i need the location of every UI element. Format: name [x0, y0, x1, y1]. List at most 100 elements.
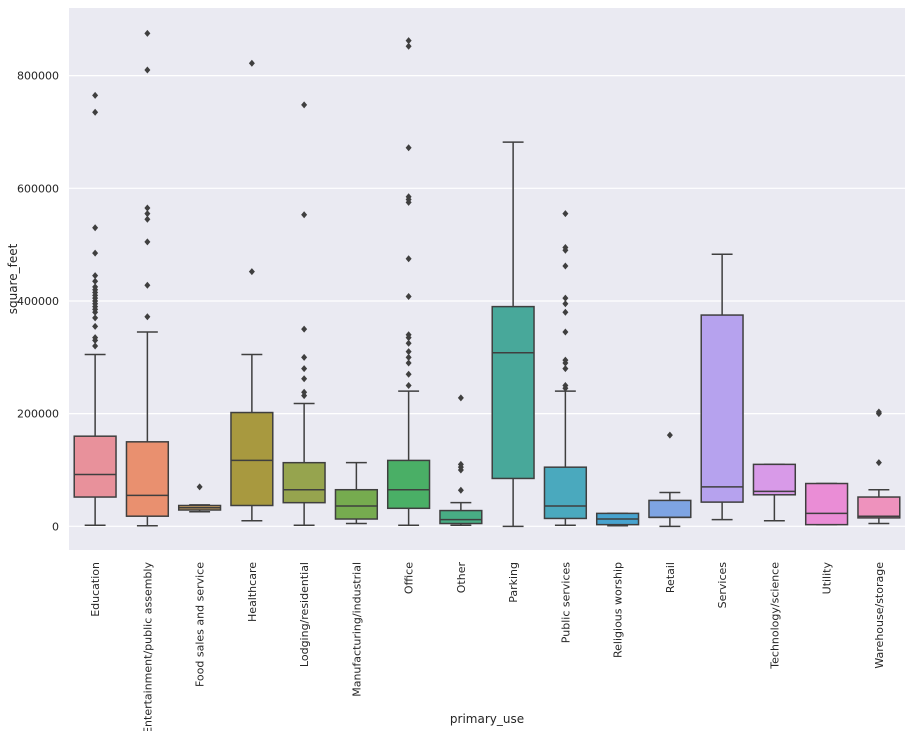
x-tick-label: Services: [716, 562, 729, 609]
x-tick-label: Healthcare: [246, 562, 259, 622]
outlier-point: [405, 381, 412, 389]
outlier-point: [301, 353, 308, 361]
outlier-point: [562, 328, 569, 336]
box-retail: [648, 431, 692, 528]
outlier-point: [405, 42, 412, 50]
box-entertainment-public-assembly: [125, 29, 170, 527]
y-axis-ticks: 0 200000 400000 600000 800000: [17, 70, 59, 534]
outlier-point: [562, 300, 569, 308]
x-tick-label: Retail: [664, 562, 677, 593]
outlier-point: [248, 59, 255, 67]
x-tick-label: Education: [89, 562, 102, 617]
y-tick-label: 400000: [17, 295, 59, 308]
outlier-point: [457, 394, 464, 402]
outlier-point: [562, 243, 569, 251]
x-tick-label: Office: [403, 562, 416, 594]
outlier-point: [666, 431, 673, 439]
y-gridlines: [69, 75, 905, 527]
outlier-point: [144, 29, 151, 37]
box-series: [73, 29, 901, 528]
outlier-point: [875, 408, 882, 416]
outlier-point: [562, 210, 569, 218]
box-education: [73, 91, 117, 526]
y-tick-label: 600000: [17, 182, 59, 195]
outlier-point: [562, 308, 569, 316]
outlier-point: [405, 193, 412, 201]
outlier-point: [92, 334, 99, 342]
box-lodging-residential: [282, 101, 326, 526]
outlier-point: [196, 483, 203, 491]
outlier-point: [405, 370, 412, 378]
box-services: [700, 253, 744, 521]
outlier-point: [92, 91, 99, 99]
box-body: [752, 463, 797, 496]
box-body: [282, 461, 326, 504]
outlier-point: [457, 460, 464, 468]
outlier-point: [144, 215, 151, 223]
outlier-point: [144, 210, 151, 218]
x-tick-label: Warehouse/storage: [873, 562, 886, 669]
outlier-point: [92, 283, 99, 291]
plot-area: [69, 8, 905, 550]
y-axis-label: square_feet: [6, 243, 20, 314]
outlier-point: [301, 101, 308, 109]
outlier-point: [457, 486, 464, 494]
outlier-point: [301, 325, 308, 333]
outlier-point: [405, 292, 412, 300]
box-body: [334, 488, 379, 520]
x-tick-label: Manufacturing/industrial: [350, 562, 363, 697]
box-body: [543, 466, 588, 520]
outlier-point: [301, 211, 308, 219]
x-tick-label: Technology/science: [768, 562, 781, 670]
outlier-point: [92, 322, 99, 330]
x-tick-label: Lodging/residential: [298, 562, 311, 667]
box-technology-science: [752, 463, 797, 522]
box-warehouse-storage: [857, 408, 901, 525]
x-tick-label: Utility: [821, 562, 834, 595]
x-tick-label: Religious worship: [612, 562, 625, 658]
outlier-point: [144, 66, 151, 74]
box-body: [439, 509, 483, 525]
box-body: [230, 411, 274, 507]
box-body: [491, 305, 535, 480]
x-tick-label: Public services: [559, 562, 572, 643]
y-tick-label: 200000: [17, 408, 59, 421]
outlier-point: [92, 108, 99, 116]
box-public-services: [543, 210, 588, 526]
outlier-point: [405, 339, 412, 347]
outlier-point: [92, 224, 99, 232]
x-axis-ticks: Education Entertainment/public assembly Fo…: [89, 562, 886, 731]
x-axis-label: primary_use: [450, 712, 524, 726]
outlier-point: [92, 272, 99, 280]
box-body: [125, 441, 170, 517]
box-body: [386, 459, 431, 510]
box-body: [857, 496, 901, 519]
outlier-point: [405, 348, 412, 356]
outlier-point: [405, 255, 412, 263]
x-tick-label: Food sales and service: [194, 562, 207, 687]
outlier-point: [92, 314, 99, 322]
y-tick-label: 800000: [17, 70, 59, 83]
outlier-point: [562, 294, 569, 302]
box-office: [386, 37, 431, 526]
outlier-point: [405, 331, 412, 339]
outlier-point: [248, 268, 255, 276]
outlier-point: [92, 277, 99, 285]
outlier-point: [562, 365, 569, 373]
outlier-point: [144, 204, 151, 212]
box-utility: [804, 482, 849, 526]
box-body: [648, 499, 692, 519]
x-tick-label: Parking: [507, 562, 520, 603]
box-parking: [491, 141, 535, 528]
box-body: [700, 314, 744, 503]
x-tick-label: Other: [455, 562, 468, 594]
outlier-point: [144, 238, 151, 246]
outlier-point: [144, 313, 151, 321]
x-tick-label: Entertainment/public assembly: [141, 562, 154, 731]
outlier-point: [562, 381, 569, 389]
outlier-point: [405, 353, 412, 361]
outlier-point: [405, 144, 412, 152]
outlier-point: [92, 342, 99, 350]
box-body: [73, 435, 117, 498]
